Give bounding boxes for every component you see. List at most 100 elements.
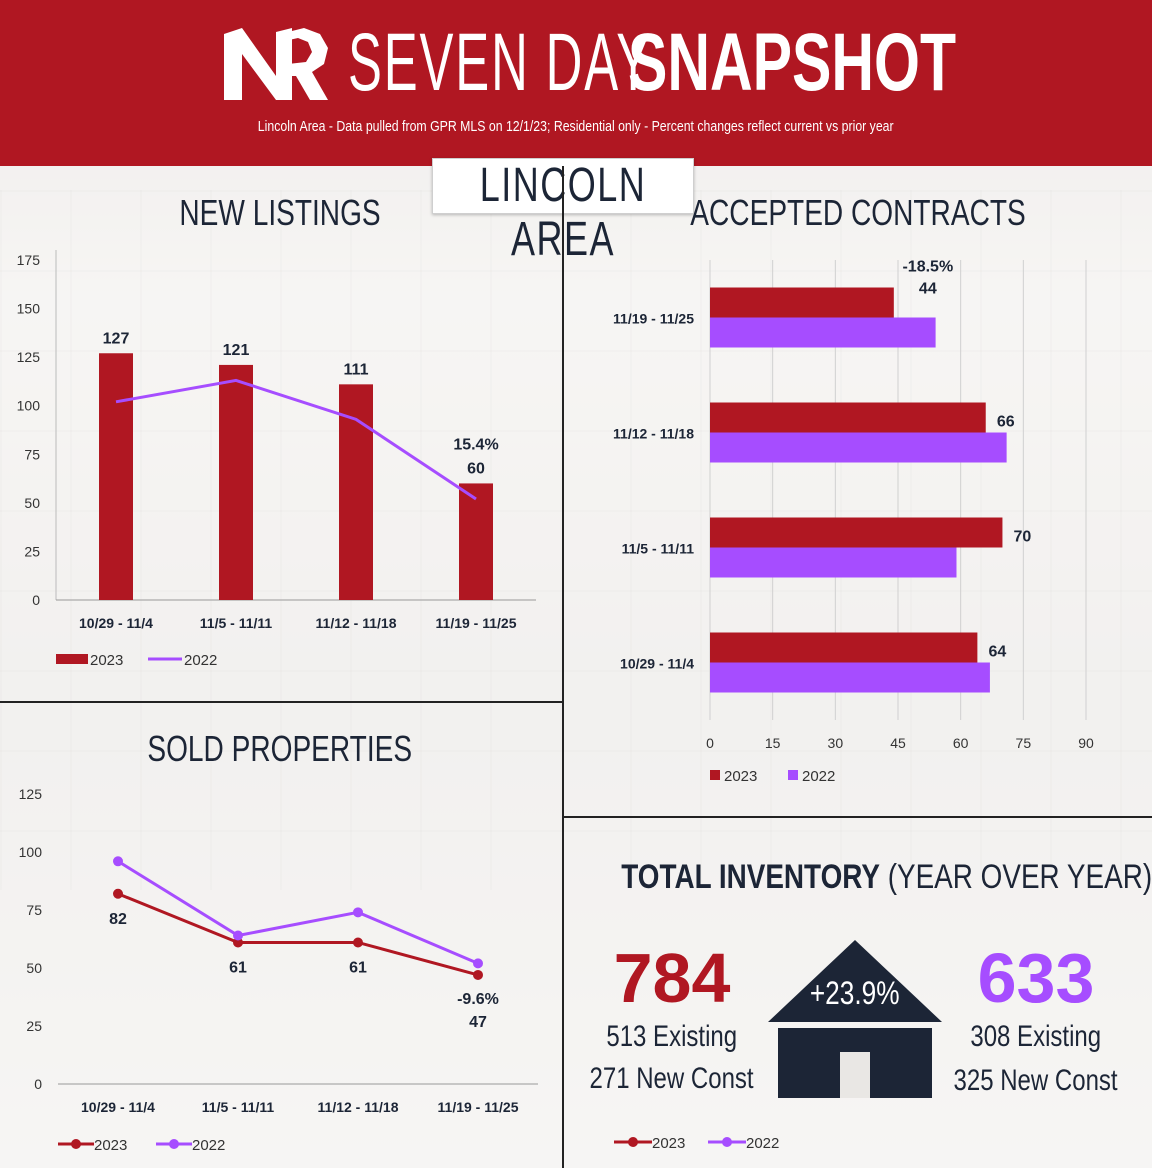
divider-right <box>563 816 1152 818</box>
inventory-2023-total: 784 <box>613 939 731 1017</box>
x-tick-label-3: 11/19 - 11/25 <box>436 615 517 631</box>
x-tick-label-3: 11/19 - 11/25 <box>438 1099 519 1115</box>
inventory-change-text: +23.9% <box>810 975 900 1011</box>
data-label-3: 60 <box>467 460 485 477</box>
x-tick-label-4: 60 <box>953 735 969 751</box>
point-2023-1 <box>233 937 243 948</box>
y-tick-label-4: 100 <box>19 844 43 860</box>
house-icon <box>768 940 942 1098</box>
inventory-2023-existing: 513 Existing <box>562 1020 782 1054</box>
legend-label-2023: 2023 <box>90 652 123 669</box>
legend-marker-2023 <box>71 1139 81 1149</box>
y-tick-label-2: 11/5 - 11/11 <box>622 541 695 557</box>
data-label-3: 64 <box>988 644 1006 661</box>
accepted-contracts-chart: 0 15 30 45 60 75 90 11/19 - 11/25 44 11/12 - 11/1… <box>613 259 1094 786</box>
x-tick-label-2: 11/12 - 11/18 <box>316 615 397 631</box>
inventory-2023-new-const-text: 271 New Const <box>589 1062 755 1095</box>
legend-swatch-2022 <box>788 770 798 780</box>
y-tick-label-2: 50 <box>24 495 40 511</box>
x-tick-label-0: 10/29 - 11/4 <box>81 1099 155 1115</box>
bar-2023-1 <box>219 364 253 600</box>
bar-2023-0 <box>710 287 894 318</box>
point-2022-3 <box>473 958 483 969</box>
y-tick-label-3: 75 <box>26 902 42 918</box>
point-2022-0 <box>113 856 123 867</box>
legend-swatch-2023 <box>710 770 720 780</box>
data-label-2: 70 <box>1014 529 1032 546</box>
inventory-legend: 2023 2022 <box>614 1135 779 1152</box>
x-tick-label-1: 11/5 - 11/11 <box>202 1099 275 1115</box>
inventory-title-thin: (YEAR OVER YEAR) <box>879 858 1152 896</box>
x-tick-label-0: 10/29 - 11/4 <box>79 615 153 631</box>
subtitle-text: Lincoln Area - Data pulled from GPR MLS … <box>258 118 894 135</box>
data-label-1: 61 <box>229 959 247 976</box>
y-tick-label-7: 175 <box>17 252 41 268</box>
data-label-0: 82 <box>109 911 127 928</box>
bar-2022-1 <box>710 432 1007 463</box>
page-subtitle: Lincoln Area - Data pulled from GPR MLS … <box>0 118 1152 135</box>
legend-label-2022: 2022 <box>184 652 217 669</box>
inventory-2022-existing-text: 308 Existing <box>970 1020 1102 1053</box>
y-tick-label-5: 125 <box>17 349 41 365</box>
line-2023 <box>117 892 479 977</box>
y-tick-label-6: 150 <box>17 301 41 317</box>
bar-2022-3 <box>710 662 990 693</box>
y-tick-label-2: 50 <box>26 960 42 976</box>
y-tick-label-4: 100 <box>17 398 41 414</box>
legend-label-2022: 2022 <box>192 1137 225 1154</box>
sold-properties-title: SOLD PROPERTIES <box>0 728 560 770</box>
x-tick-label-5: 75 <box>1016 735 1032 751</box>
y-tick-label-1: 11/12 - 11/18 <box>613 426 694 442</box>
title-bold: SNAPSHOT <box>628 17 957 108</box>
x-tick-label-1: 15 <box>765 735 781 751</box>
y-tick-label-1: 25 <box>24 543 40 559</box>
data-label-2: 61 <box>349 959 367 976</box>
bar-2022-0 <box>710 317 936 348</box>
inv-legend-marker-2023 <box>628 1137 638 1147</box>
new-listings-title-text: NEW LISTINGS <box>179 192 381 233</box>
data-label-3: 47 <box>469 1014 487 1031</box>
divider-left <box>0 701 563 703</box>
point-2023-0 <box>113 888 123 899</box>
point-2023-2 <box>353 937 363 948</box>
inventory-title: TOTAL INVENTORY (YEAR OVER YEAR) <box>563 858 1152 897</box>
bar-2023-2 <box>710 517 1003 548</box>
inventory-change: +23.9% <box>766 975 944 1012</box>
new-listings-title: NEW LISTINGS <box>0 192 560 234</box>
legend-marker-2022 <box>169 1139 179 1149</box>
inv-legend-marker-2022 <box>722 1137 732 1147</box>
inventory-2023-existing-text: 513 Existing <box>606 1020 738 1053</box>
change-annotation: 15.4% <box>453 436 498 453</box>
data-label-1: 66 <box>997 414 1015 431</box>
inventory-2022-new-const: 325 New Const <box>926 1064 1146 1098</box>
nr-logo-icon <box>224 28 328 100</box>
legend-label-2023: 2023 <box>724 768 757 785</box>
y-tick-label-3: 75 <box>24 446 40 462</box>
new-listings-chart: 0 25 50 75 100 125 150 175 127 10/29 - 11/4 121 11/… <box>17 250 536 669</box>
inv-legend-label-2023: 2023 <box>652 1135 685 1152</box>
bar-2023-1 <box>710 402 986 433</box>
legend-label-2023: 2023 <box>94 1137 127 1154</box>
change-annotation: -9.6% <box>457 991 499 1008</box>
y-tick-label-0: 0 <box>34 1076 42 1092</box>
legend-swatch-2023 <box>56 654 88 664</box>
bar-2022-2 <box>710 547 957 578</box>
sold-properties-chart: 0 25 50 75 100 125 10/29 - 11/4 11/5 - 11/11 11/… <box>19 786 538 1154</box>
y-tick-label-0: 0 <box>32 592 40 608</box>
accepted-contracts-title-text: ACCEPTED CONTRACTS <box>690 192 1026 233</box>
accepted-contracts-title: ACCEPTED CONTRACTS <box>564 192 1152 234</box>
data-label-2: 111 <box>344 361 369 378</box>
title-thin: SEVEN DAY <box>348 17 652 108</box>
divider-vertical <box>562 166 564 1168</box>
y-tick-label-3: 10/29 - 11/4 <box>620 656 694 672</box>
inventory-title-bold: TOTAL INVENTORY <box>621 858 880 896</box>
inventory-2022-existing: 308 Existing <box>926 1020 1146 1054</box>
point-2023-3 <box>473 969 483 980</box>
bar-2023-3 <box>459 483 493 600</box>
y-tick-label-1: 25 <box>26 1018 42 1034</box>
point-2022-2 <box>353 907 363 918</box>
x-tick-label-1: 11/5 - 11/11 <box>200 615 273 631</box>
inv-legend-label-2022: 2022 <box>746 1135 779 1152</box>
data-label-0: 44 <box>919 281 937 298</box>
x-tick-label-3: 45 <box>890 735 906 751</box>
